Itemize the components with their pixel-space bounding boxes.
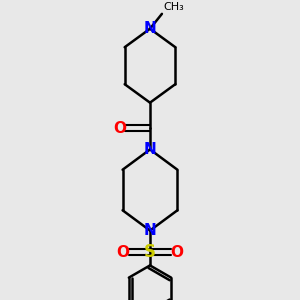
Text: O: O bbox=[170, 244, 183, 260]
Text: O: O bbox=[117, 244, 130, 260]
Text: N: N bbox=[144, 142, 156, 157]
Text: CH₃: CH₃ bbox=[164, 2, 184, 12]
Text: S: S bbox=[144, 243, 156, 261]
Text: O: O bbox=[113, 121, 126, 136]
Text: N: N bbox=[144, 223, 156, 238]
Text: N: N bbox=[144, 21, 156, 36]
